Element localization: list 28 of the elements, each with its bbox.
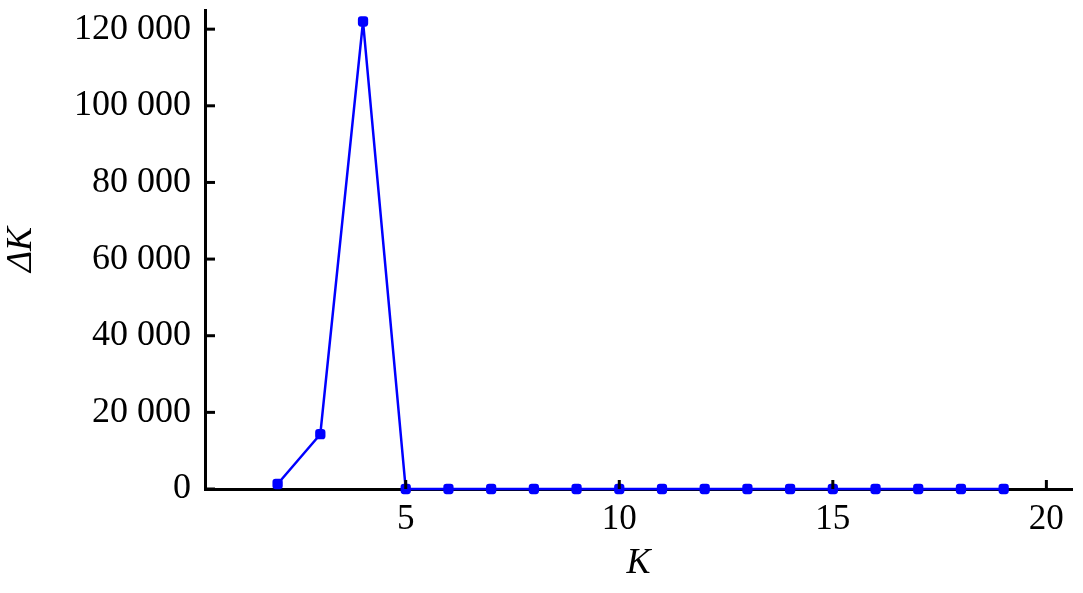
- x-tick-label: 15: [815, 498, 851, 538]
- point: [656, 483, 668, 495]
- x-tick-label: 20: [1028, 498, 1064, 538]
- y-tick-label: 100 000: [74, 83, 191, 124]
- y-tick-label: 20 000: [92, 389, 191, 430]
- point: [571, 483, 582, 495]
- x-axis-title: K: [625, 540, 653, 581]
- point: [528, 483, 540, 495]
- point: [272, 478, 283, 490]
- y-axis-title: ΔK: [0, 224, 40, 275]
- point: [998, 483, 1009, 495]
- point: [742, 483, 753, 495]
- y-tick-label: 120 000: [74, 6, 191, 47]
- point: [955, 483, 967, 495]
- point: [699, 483, 710, 495]
- point: [784, 483, 796, 495]
- point: [486, 483, 497, 495]
- point: [913, 483, 924, 495]
- x-tick-label: 10: [601, 498, 637, 538]
- point: [357, 16, 369, 27]
- y-tick-label: 0: [173, 466, 191, 507]
- point: [870, 483, 881, 495]
- x-tick-label: 5: [396, 498, 415, 538]
- y-tick-label: 40 000: [92, 313, 191, 354]
- y-tick-label: 60 000: [92, 236, 191, 277]
- point: [315, 429, 326, 440]
- y-tick-label: 80 000: [92, 159, 191, 200]
- point: [443, 483, 454, 495]
